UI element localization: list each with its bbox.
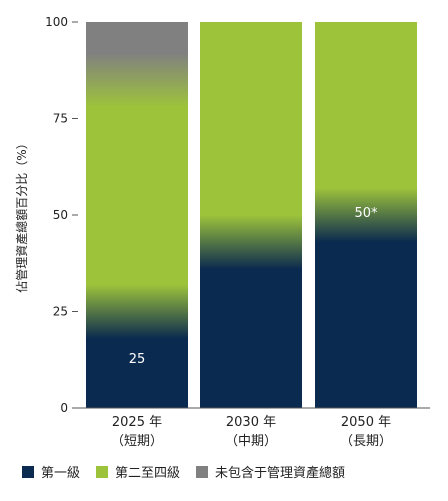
x-tick-label-term-1: （中期）: [225, 434, 277, 449]
y-tick-label-100: 100: [45, 15, 68, 29]
bars: 25 50*: [86, 22, 417, 408]
x-tick-label-year-1: 2030 年: [226, 415, 276, 430]
bar-1: [200, 22, 302, 408]
data-label-2: 50*: [354, 206, 378, 221]
y-tick-label-25: 25: [53, 305, 68, 319]
bar-2: [315, 22, 417, 408]
y-tick-label-75: 75: [53, 112, 68, 126]
x-tick-label-term-0: （短期）: [111, 434, 163, 449]
chart-svg: 佔管理資產總額百分比（%） 0 25 50 75 100 25 50* 2025 年 （短期…: [14, 15, 430, 449]
legend-item-not-included: 未包含于管理資產總額: [196, 462, 345, 481]
legend-swatch-tier1: [22, 465, 34, 478]
legend: 第一級 第二至四級 未包含于管理資產總額: [22, 462, 361, 481]
legend-label-tier2-4: 第二至四級: [115, 466, 181, 481]
y-axis-label: 佔管理資產總額百分比（%）: [14, 137, 29, 292]
y-axis-label-group: 佔管理資產總額百分比（%）: [14, 137, 29, 292]
y-tick-label-0: 0: [60, 401, 68, 415]
y-tick-label-50: 50: [53, 208, 68, 222]
legend-swatch-not-included: [196, 465, 209, 478]
legend-label-tier1: 第一級: [41, 466, 81, 481]
legend-item-tier1: 第一級: [22, 462, 80, 481]
legend-swatch-tier2-4: [96, 465, 109, 478]
y-ticks: 0 25 50 75 100: [45, 15, 78, 415]
x-tick-label-term-2: （長期）: [340, 434, 392, 449]
bar-0: [86, 22, 188, 408]
data-label-0: 25: [129, 352, 146, 367]
x-tick-label-year-2: 2050 年: [341, 415, 391, 430]
legend-label-not-included: 未包含于管理資產總額: [215, 466, 346, 481]
x-tick-label-year-0: 2025 年: [112, 415, 162, 430]
legend-item-tier2-4: 第二至四級: [96, 462, 180, 481]
x-tick-labels: 2025 年 （短期） 2030 年 （中期） 2050 年 （長期）: [111, 415, 392, 449]
